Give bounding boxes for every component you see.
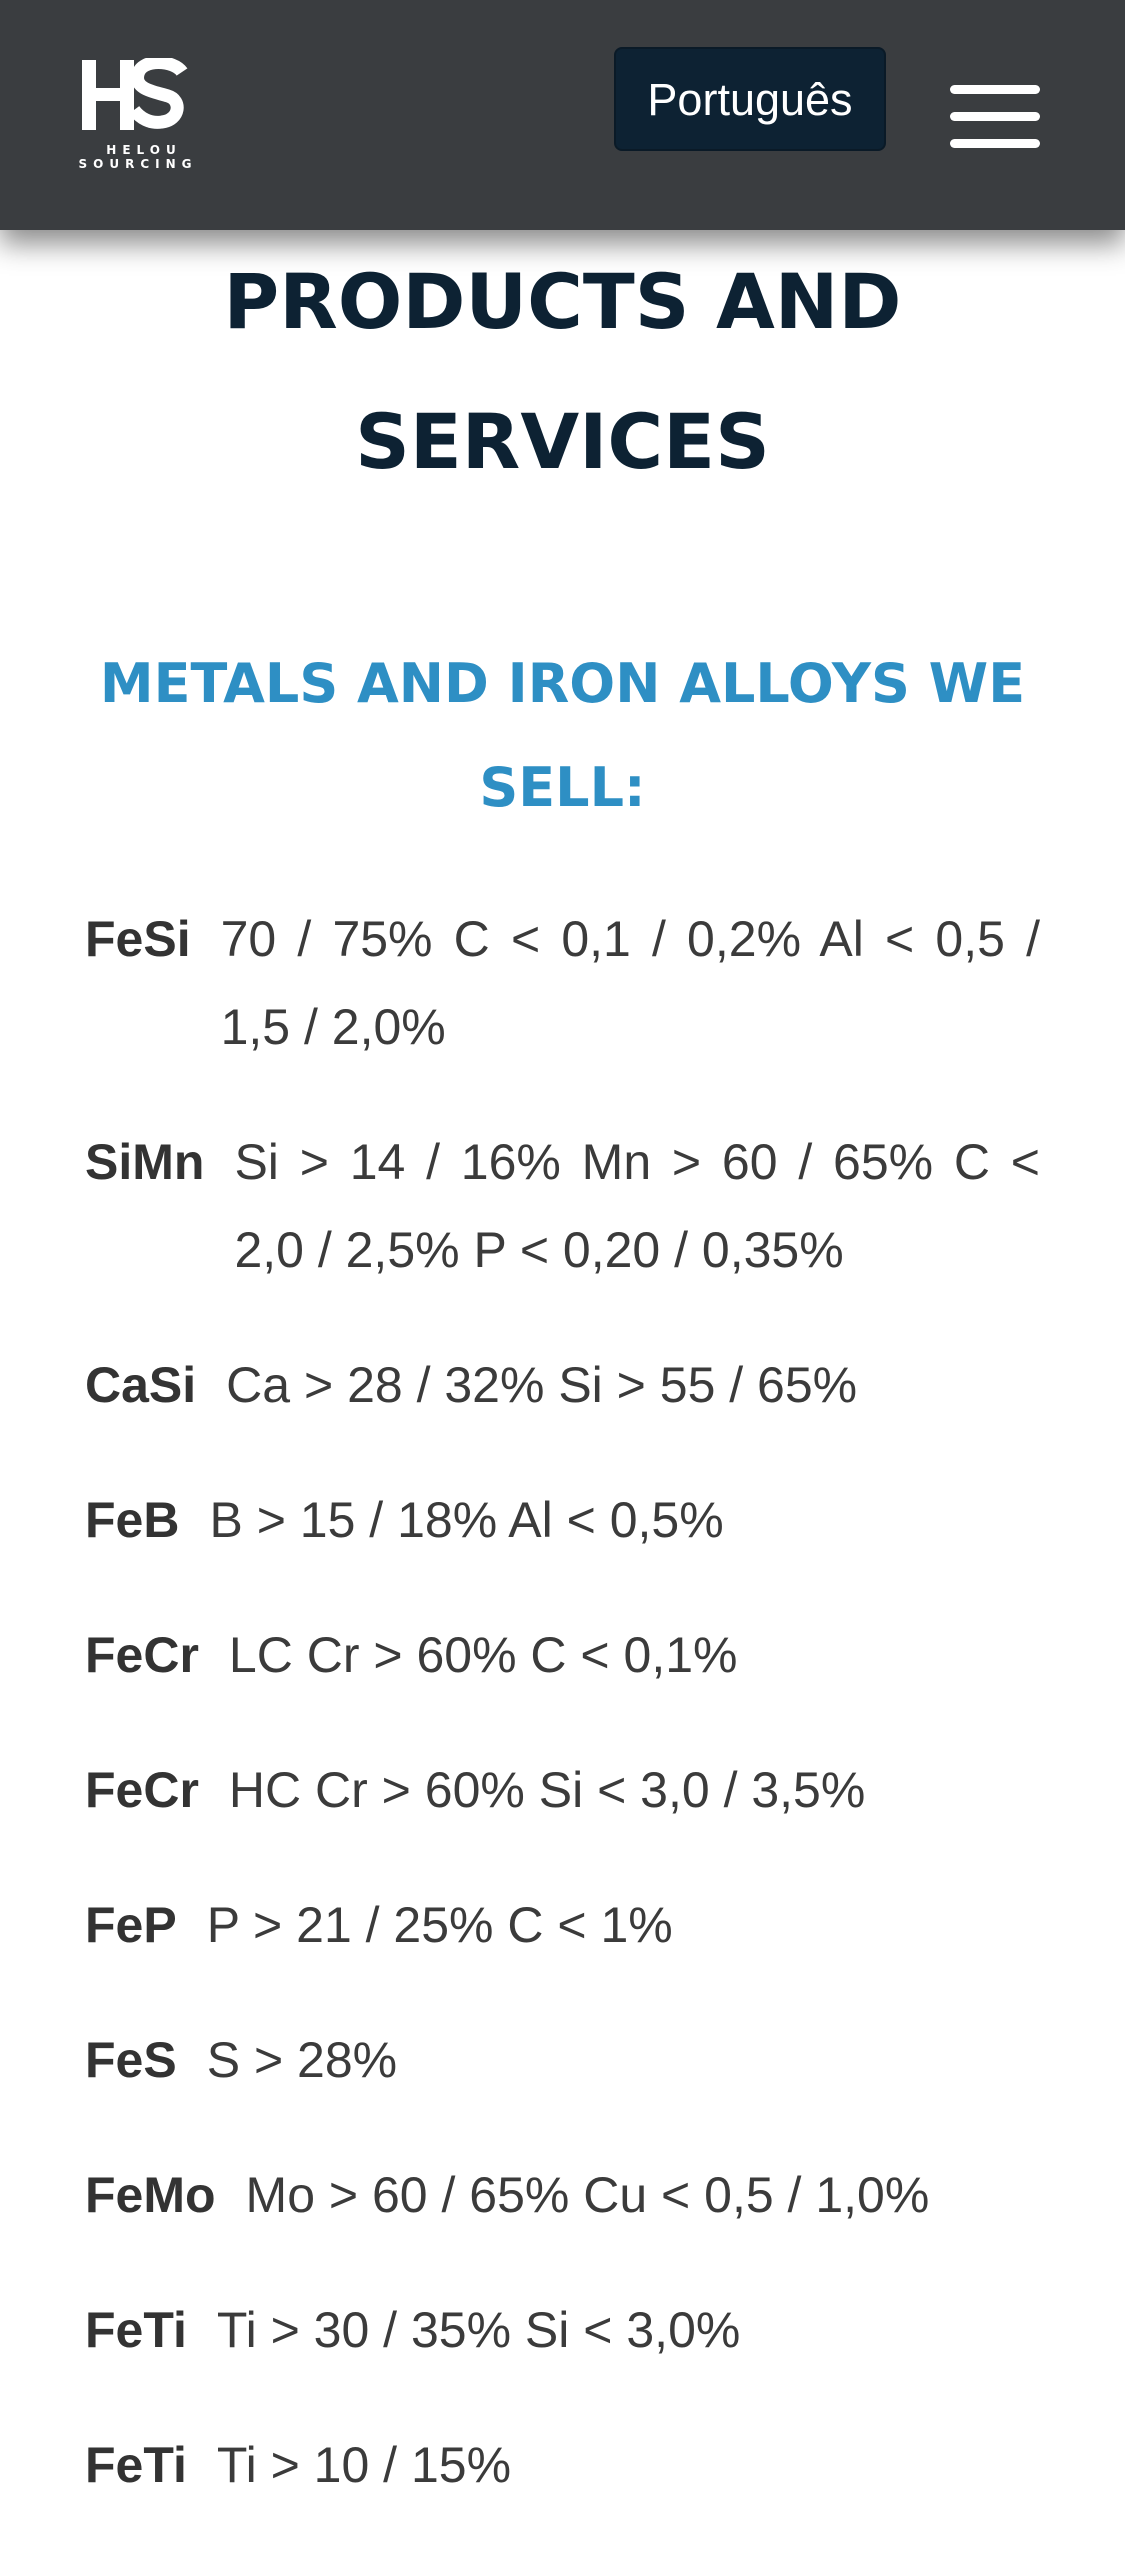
menu-bar [950,85,1040,94]
product-item: SiMn Si > 14 / 16% Mn > 60 / 65% C < 2,0… [85,1118,1040,1294]
product-item: FeB B > 15 / 18% Al < 0,5% [85,1476,1040,1564]
product-name: FeTi [85,2437,187,2493]
product-spec: Ti > 30 / 35% Si < 3,0% [216,2302,741,2358]
hs-logo-icon [82,58,188,130]
page-title: PRODUCTS AND SERVICES [223,257,902,486]
site-header: HELOU SOURCING Português [0,0,1125,230]
product-name: FeCr [85,1762,199,1818]
product-name: FeMo [85,2167,216,2223]
product-name: FeS [85,2032,177,2088]
product-spec: Si > 14 / 16% Mn > 60 / 65% C < 2,0 / 2,… [234,1134,1040,1278]
product-item: FeTi Ti > 10 / 15% [85,2421,1040,2509]
product-name: FeSi [85,911,191,967]
product-item: FeCr LC Cr > 60% C < 0,1% [85,1611,1040,1699]
product-item: FeP P > 21 / 25% C < 1% [85,1881,1040,1969]
product-spec: HC Cr > 60% Si < 3,0 / 3,5% [228,1762,866,1818]
logo-text-helou: HELOU [106,143,182,157]
product-list: FeSi 70 / 75% C < 0,1 / 0,2% Al < 0,5 / … [85,895,1040,2556]
section-title: METALS AND IRON ALLOYS WE SELL: [99,652,1026,819]
logo-text-sourcing: SOURCING [78,157,198,171]
menu-bar [950,139,1040,148]
language-button[interactable]: Português [614,47,886,151]
product-spec: S > 28% [206,2032,398,2088]
product-item: FeCr HC Cr > 60% Si < 3,0 / 3,5% [85,1746,1040,1834]
product-item: FeTi Ti > 30 / 35% Si < 3,0% [85,2286,1040,2374]
product-item: CaSi Ca > 28 / 32% Si > 55 / 65% [85,1341,1040,1429]
product-name: CaSi [85,1357,197,1413]
product-item: FeSi 70 / 75% C < 0,1 / 0,2% Al < 0,5 / … [85,895,1040,1071]
product-name: SiMn [85,1134,205,1190]
product-name: FeCr [85,1627,199,1683]
product-item: FeMo Mo > 60 / 65% Cu < 0,5 / 1,0% [85,2151,1040,2239]
product-name: FeP [85,1897,177,1953]
product-name: FeTi [85,2302,187,2358]
product-spec: P > 21 / 25% C < 1% [206,1897,673,1953]
product-spec: Mo > 60 / 65% Cu < 0,5 / 1,0% [245,2167,930,2223]
product-spec: LC Cr > 60% C < 0,1% [228,1627,738,1683]
menu-bar [950,112,1040,121]
product-item: FeS S > 28% [85,2016,1040,2104]
helou-sourcing-logo[interactable]: HELOU SOURCING [58,58,218,176]
product-spec: 70 / 75% C < 0,1 / 0,2% Al < 0,5 / 1,5 /… [220,911,1040,1055]
product-spec: B > 15 / 18% Al < 0,5% [209,1492,724,1548]
product-spec: Ti > 10 / 15% [216,2437,512,2493]
product-spec: Ca > 28 / 32% Si > 55 / 65% [226,1357,858,1413]
product-name: FeB [85,1492,180,1548]
hamburger-menu-icon[interactable] [950,80,1045,152]
